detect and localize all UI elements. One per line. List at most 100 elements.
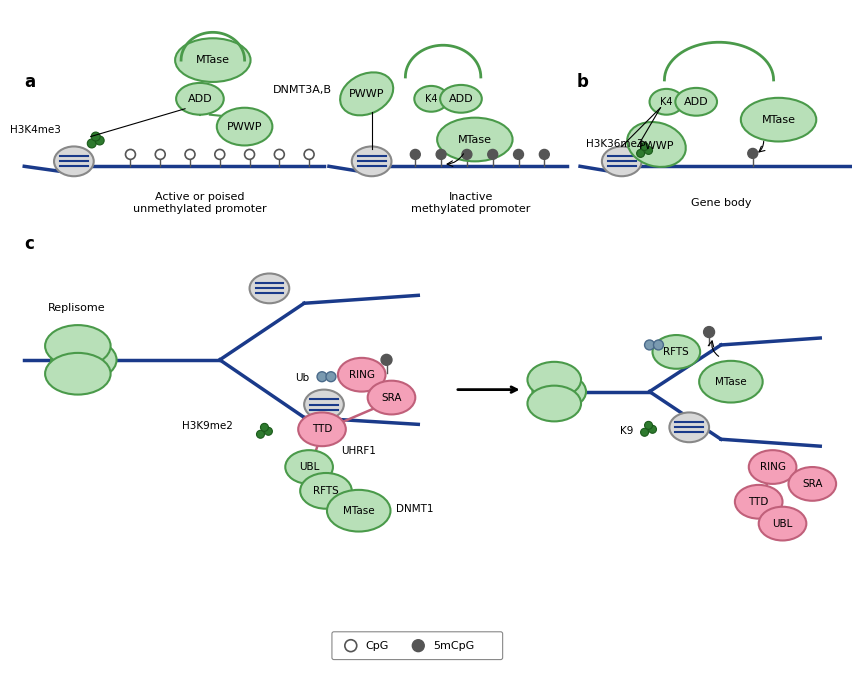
Ellipse shape xyxy=(298,412,346,446)
Circle shape xyxy=(245,149,255,159)
Circle shape xyxy=(636,149,645,157)
Ellipse shape xyxy=(735,485,782,519)
Text: Inactive
methylated promoter: Inactive methylated promoter xyxy=(412,193,531,214)
Text: MTase: MTase xyxy=(458,134,492,144)
Text: H3K36me3: H3K36me3 xyxy=(586,140,643,149)
Text: Ub: Ub xyxy=(295,373,309,382)
Circle shape xyxy=(645,422,653,429)
Ellipse shape xyxy=(352,146,391,176)
Circle shape xyxy=(87,139,96,148)
Text: 5mCpG: 5mCpG xyxy=(433,641,475,651)
Text: UBL: UBL xyxy=(772,519,792,529)
Circle shape xyxy=(645,340,654,350)
Text: ADD: ADD xyxy=(187,94,212,104)
Circle shape xyxy=(304,149,314,159)
Text: RING: RING xyxy=(348,370,375,380)
Text: H3K4me3: H3K4me3 xyxy=(10,125,61,135)
Ellipse shape xyxy=(749,450,797,484)
Circle shape xyxy=(215,149,225,159)
Circle shape xyxy=(345,640,357,652)
Text: TTD: TTD xyxy=(312,424,332,435)
Text: Gene body: Gene body xyxy=(691,198,751,208)
Ellipse shape xyxy=(300,473,352,508)
Ellipse shape xyxy=(45,353,111,395)
Circle shape xyxy=(264,427,273,435)
Ellipse shape xyxy=(45,325,111,367)
Ellipse shape xyxy=(176,83,224,115)
Ellipse shape xyxy=(368,380,415,414)
Circle shape xyxy=(412,640,424,652)
Text: RFTS: RFTS xyxy=(313,486,339,496)
Text: c: c xyxy=(24,235,34,253)
Text: PWWP: PWWP xyxy=(227,121,262,132)
Text: H3K9me2: H3K9me2 xyxy=(181,421,233,431)
Ellipse shape xyxy=(285,450,333,484)
Circle shape xyxy=(648,425,657,433)
Ellipse shape xyxy=(741,98,816,142)
Circle shape xyxy=(91,132,101,141)
Text: DNMT3A,B: DNMT3A,B xyxy=(273,85,331,95)
Ellipse shape xyxy=(304,390,344,420)
Text: SRA: SRA xyxy=(802,479,822,489)
Circle shape xyxy=(125,149,135,159)
Circle shape xyxy=(261,423,268,431)
Circle shape xyxy=(185,149,195,159)
Text: b: b xyxy=(577,73,589,91)
Ellipse shape xyxy=(440,85,481,113)
Ellipse shape xyxy=(532,374,586,410)
Circle shape xyxy=(411,149,420,159)
Text: RFTS: RFTS xyxy=(664,347,689,357)
Ellipse shape xyxy=(699,361,763,403)
Ellipse shape xyxy=(437,118,513,161)
Ellipse shape xyxy=(627,122,686,167)
Text: a: a xyxy=(24,73,36,91)
Ellipse shape xyxy=(602,146,642,176)
Circle shape xyxy=(653,340,664,350)
Ellipse shape xyxy=(54,146,94,176)
Circle shape xyxy=(95,136,104,145)
Ellipse shape xyxy=(527,386,581,422)
Ellipse shape xyxy=(676,88,717,116)
Circle shape xyxy=(645,146,653,155)
Ellipse shape xyxy=(338,358,385,392)
Ellipse shape xyxy=(51,339,117,380)
Circle shape xyxy=(381,355,392,365)
Circle shape xyxy=(256,431,264,438)
Circle shape xyxy=(487,149,498,159)
Text: CpG: CpG xyxy=(366,641,389,651)
Ellipse shape xyxy=(340,73,394,115)
Text: RING: RING xyxy=(760,462,786,472)
Circle shape xyxy=(704,327,715,338)
Text: MTase: MTase xyxy=(762,115,796,125)
Circle shape xyxy=(514,149,523,159)
Ellipse shape xyxy=(176,38,250,82)
Text: Replisome: Replisome xyxy=(48,303,106,313)
Ellipse shape xyxy=(670,412,709,442)
Text: UBL: UBL xyxy=(299,462,320,472)
Text: DNMT1: DNMT1 xyxy=(396,504,434,514)
Text: K4: K4 xyxy=(425,94,437,104)
Text: MTase: MTase xyxy=(715,377,746,386)
Text: UHRF1: UHRF1 xyxy=(342,446,377,456)
Circle shape xyxy=(539,149,550,159)
Circle shape xyxy=(155,149,165,159)
Ellipse shape xyxy=(250,273,290,303)
Ellipse shape xyxy=(414,86,448,112)
Circle shape xyxy=(326,372,336,382)
FancyBboxPatch shape xyxy=(332,632,503,660)
Ellipse shape xyxy=(216,108,273,146)
Text: MTase: MTase xyxy=(196,55,230,65)
Text: K9: K9 xyxy=(619,426,633,437)
Ellipse shape xyxy=(327,490,390,532)
Text: PWWP: PWWP xyxy=(349,89,384,99)
Text: MTase: MTase xyxy=(343,506,375,516)
Circle shape xyxy=(436,149,446,159)
Circle shape xyxy=(462,149,472,159)
Ellipse shape xyxy=(649,89,683,115)
Text: PWWP: PWWP xyxy=(639,142,674,151)
Circle shape xyxy=(641,142,648,151)
Ellipse shape xyxy=(758,506,806,540)
Text: ADD: ADD xyxy=(684,97,709,107)
Circle shape xyxy=(748,148,757,159)
Ellipse shape xyxy=(788,467,836,501)
